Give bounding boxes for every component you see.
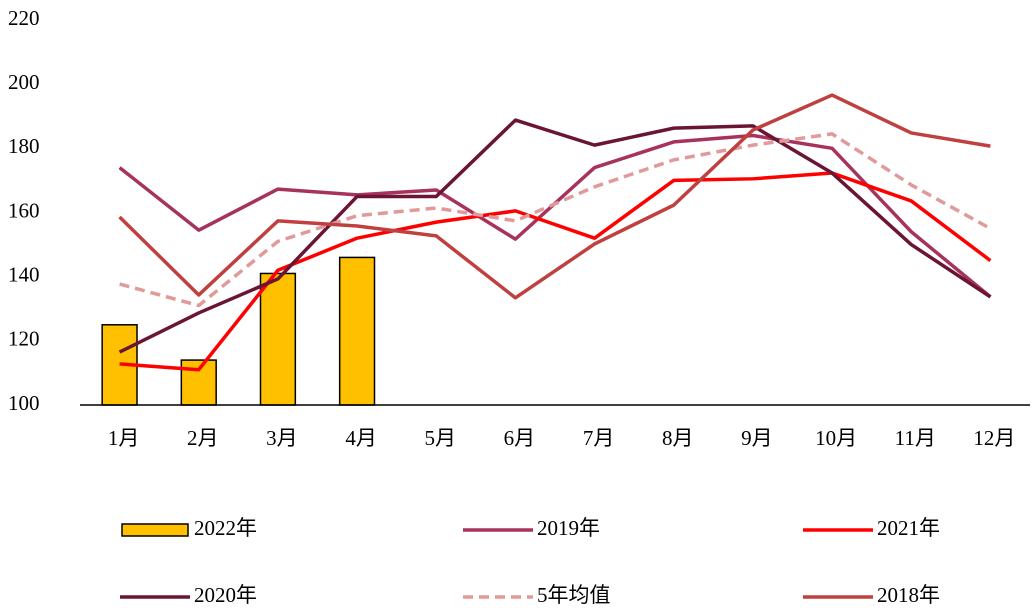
bar — [338, 256, 376, 406]
x-tick-label: 2月 — [187, 426, 219, 450]
y-tick-label: 120 — [8, 327, 40, 351]
y-tick-label: 220 — [8, 6, 40, 30]
x-tick-label: 8月 — [662, 426, 694, 450]
legend-swatch — [121, 523, 189, 537]
legend-label: 2021年 — [877, 516, 940, 540]
x-tick-label: 5月 — [425, 426, 457, 450]
legend-label: 2020年 — [194, 583, 257, 607]
legend-label: 5年均值 — [537, 583, 611, 607]
y-tick-label: 200 — [8, 70, 40, 94]
legend-label: 2022年 — [194, 516, 257, 540]
x-tick-label: 9月 — [741, 426, 773, 450]
x-tick-label: 1月 — [108, 426, 140, 450]
x-tick-label: 6月 — [504, 426, 536, 450]
x-tick-label: 4月 — [345, 426, 377, 450]
legend-label: 2019年 — [537, 516, 600, 540]
bar — [180, 359, 217, 406]
x-tick-label: 11月 — [895, 426, 936, 450]
line-series — [119, 171, 992, 372]
y-tick-label: 160 — [8, 198, 40, 222]
legend-label: 2018年 — [877, 583, 940, 607]
x-tick-label: 10月 — [815, 426, 857, 450]
x-tick-label: 3月 — [266, 426, 298, 450]
x-tick-label: 12月 — [973, 426, 1015, 450]
y-tick-label: 180 — [8, 134, 40, 158]
line-series — [118, 93, 991, 300]
line-series — [119, 132, 992, 308]
y-tick-label: 140 — [8, 262, 40, 286]
bar — [259, 272, 297, 406]
y-tick-label: 100 — [8, 391, 40, 415]
line-series — [118, 118, 992, 354]
x-tick-label: 7月 — [583, 426, 615, 450]
